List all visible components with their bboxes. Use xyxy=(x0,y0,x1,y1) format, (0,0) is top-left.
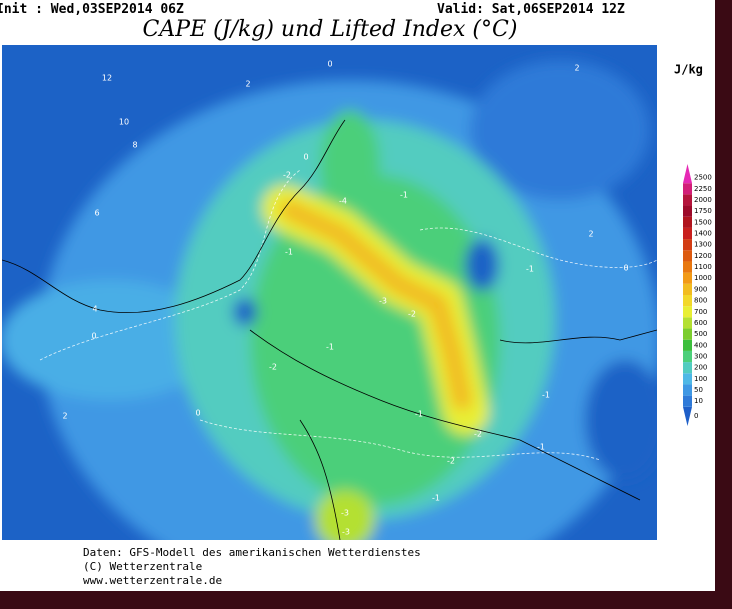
contour-label: 2 xyxy=(588,230,593,239)
contour-label: 6 xyxy=(94,209,99,218)
colorbar-label: 2000 xyxy=(694,196,712,204)
contour-label: 0 xyxy=(623,264,628,273)
colorbar-swatch xyxy=(683,350,692,363)
contour-label: 4 xyxy=(92,305,97,314)
colorbar-label: 300 xyxy=(694,353,707,361)
colorbar-swatch xyxy=(683,317,692,329)
colorbar-swatch xyxy=(683,406,692,426)
colorbar-label: 50 xyxy=(694,386,703,394)
colorbar-swatch xyxy=(683,227,692,240)
contour-label: -2 xyxy=(447,457,455,466)
colorbar-swatch xyxy=(683,250,692,262)
contour-label: -2 xyxy=(269,363,277,372)
colorbar-swatch xyxy=(683,261,692,273)
colorbar-swatch xyxy=(683,362,692,374)
contour-label: 0 xyxy=(327,60,332,69)
colorbar-label: 800 xyxy=(694,297,707,305)
frame-bottom xyxy=(0,591,732,609)
colorbar-label: 2500 xyxy=(694,174,712,182)
colorbar-label: 1400 xyxy=(694,230,712,238)
map-title: CAPE (J/kg) und Lifted Index (°C) xyxy=(143,17,518,42)
colorbar-swatch xyxy=(683,216,692,228)
colorbar-label: 1300 xyxy=(694,241,712,249)
contour-label: -3 xyxy=(341,509,349,518)
colorbar-swatch xyxy=(683,328,692,340)
colorbar-swatch xyxy=(683,306,692,318)
colorbar-label: 1750 xyxy=(694,207,712,215)
legend-unit: J/kg xyxy=(674,63,703,77)
colorbar-label: 700 xyxy=(694,308,707,316)
frame-right xyxy=(715,0,732,609)
colorbar-swatch xyxy=(683,283,692,295)
contour-label: -1 xyxy=(526,265,534,274)
valid-time: Valid: Sat,06SEP2014 12Z xyxy=(437,2,625,17)
contour-label: 0 xyxy=(91,332,96,341)
colorbar-swatch xyxy=(683,164,692,184)
colorbar-label: 400 xyxy=(694,341,707,349)
contour-label: 2 xyxy=(62,412,67,421)
colorbar-swatch xyxy=(683,339,692,351)
contour-label: -2 xyxy=(474,430,482,439)
colorbar-swatch xyxy=(683,194,692,206)
colorbar-label: 100 xyxy=(694,375,707,383)
contour-label: -3 xyxy=(379,297,387,306)
colorbar-swatch xyxy=(683,295,692,307)
colorbar-label: 1000 xyxy=(694,274,712,282)
colorbar-label: 1100 xyxy=(694,263,712,271)
contour-label: -1 xyxy=(542,391,550,400)
contour-label: -1 xyxy=(326,343,334,352)
colorbar-label: 600 xyxy=(694,319,707,327)
footer-line: (C) Wetterzentrale xyxy=(83,560,202,573)
contour-label: 12 xyxy=(102,74,112,83)
map: 12 10 8 6 4 2 0 2 0 -1 -4 -2 -3 -2 -1 -1 0 2 -1 -2 -1 -2 -1 -1 -… xyxy=(2,45,657,540)
init-time: Init : Wed,03SEP2014 06Z xyxy=(0,2,184,17)
contour-label: -2 xyxy=(408,310,416,319)
colorbar-label: 200 xyxy=(694,364,707,372)
contour-label: 8 xyxy=(132,141,137,150)
colorbar-swatch xyxy=(683,205,692,217)
footer-line: www.wetterzentrale.de xyxy=(83,574,222,587)
contour-label: -2 xyxy=(283,171,291,180)
contour-label: -1 xyxy=(285,248,293,257)
contour-label: -3 xyxy=(342,528,350,537)
contour-label: 0 xyxy=(303,153,308,162)
contour-label: 0 xyxy=(195,409,200,418)
colorbar-label: 500 xyxy=(694,330,707,338)
contour-label: 2 xyxy=(245,80,250,89)
colorbar-swatch xyxy=(683,395,692,407)
contour-label: -1 xyxy=(415,410,423,419)
colorbar-label: 900 xyxy=(694,285,707,293)
contour-label: -1 xyxy=(537,443,545,452)
contour-label: -4 xyxy=(339,197,347,206)
colorbar-swatch xyxy=(683,384,692,396)
contour-label: 10 xyxy=(119,118,129,127)
colorbar-label: 1200 xyxy=(694,252,712,260)
colorbar-swatch xyxy=(683,373,692,385)
colorbar-swatch xyxy=(683,239,692,251)
colorbar-label: 10 xyxy=(694,397,703,405)
colorbar-label: 0 xyxy=(694,412,698,420)
contour-label: 2 xyxy=(574,64,579,73)
contour-label: -1 xyxy=(400,191,408,200)
colorbar-swatch xyxy=(683,272,692,284)
colorbar-label: 1500 xyxy=(694,218,712,226)
colorbar-label: 2250 xyxy=(694,185,712,193)
contour-label: -1 xyxy=(432,494,440,503)
footer-line: Daten: GFS-Modell des amerikanischen Wet… xyxy=(83,546,421,559)
colorbar-swatch xyxy=(683,183,692,195)
